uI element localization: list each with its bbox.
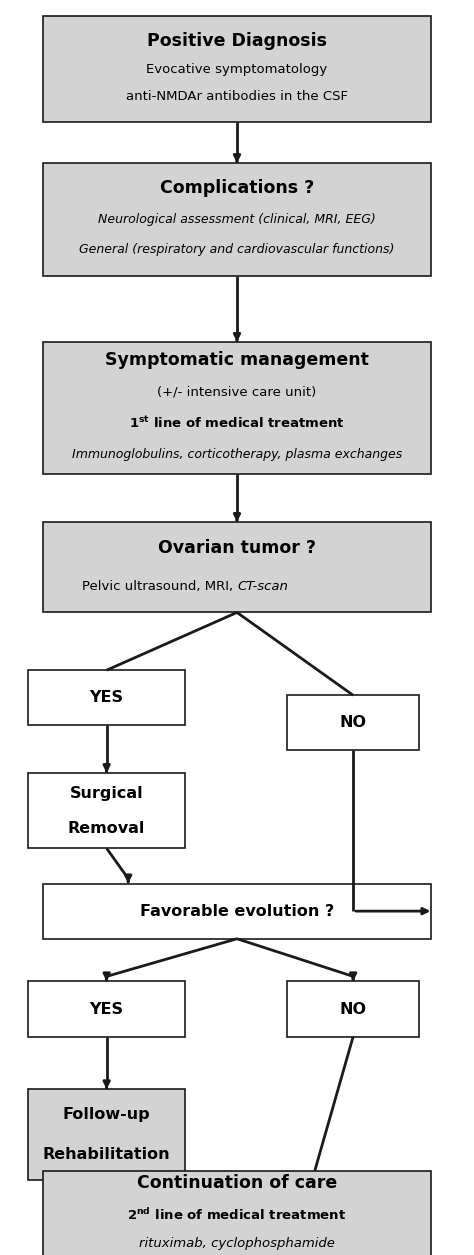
Text: Continuation of care: Continuation of care [137, 1175, 337, 1192]
Text: NO: NO [340, 715, 366, 730]
Text: Symptomatic management: Symptomatic management [105, 351, 369, 369]
Text: Follow-up: Follow-up [63, 1107, 150, 1122]
Text: CT-scan: CT-scan [237, 580, 288, 592]
Text: Pelvic ultrasound, MRI,: Pelvic ultrasound, MRI, [82, 580, 237, 592]
Text: Neurological assessment (clinical, MRI, EEG): Neurological assessment (clinical, MRI, … [98, 213, 376, 226]
Bar [43, 884, 431, 939]
Bar [43, 522, 431, 612]
Text: NO: NO [340, 1001, 366, 1017]
Text: Surgical: Surgical [70, 786, 144, 801]
Text: Ovarian tumor ?: Ovarian tumor ? [158, 540, 316, 557]
Text: Positive Diagnosis: Positive Diagnosis [147, 33, 327, 50]
Text: Rehabilitation: Rehabilitation [43, 1147, 171, 1162]
Bar [287, 695, 419, 750]
Bar [43, 15, 431, 122]
Text: Complications ?: Complications ? [160, 179, 314, 197]
Text: 2$^{\mathbf{nd}}$ line of medical treatment: 2$^{\mathbf{nd}}$ line of medical treatm… [128, 1207, 346, 1222]
Text: 1$^{\mathbf{st}}$ line of medical treatment: 1$^{\mathbf{st}}$ line of medical treatm… [129, 415, 345, 430]
Bar [28, 981, 185, 1037]
Bar [43, 341, 431, 473]
Bar [28, 670, 185, 725]
Text: Evocative symptomatology: Evocative symptomatology [146, 63, 328, 75]
Text: Immunoglobulins, corticotherapy, plasma exchanges: Immunoglobulins, corticotherapy, plasma … [72, 448, 402, 461]
Text: rituximab, cyclophosphamide: rituximab, cyclophosphamide [139, 1237, 335, 1250]
Text: anti-NMDAr antibodies in the CSF: anti-NMDAr antibodies in the CSF [126, 90, 348, 103]
Bar [28, 773, 185, 848]
Bar [287, 981, 419, 1037]
Text: YES: YES [90, 1001, 124, 1017]
Bar [43, 163, 431, 276]
Bar [28, 1089, 185, 1180]
Text: YES: YES [90, 690, 124, 705]
Text: General (respiratory and cardiovascular functions): General (respiratory and cardiovascular … [79, 243, 395, 256]
Text: (+/- intensive care unit): (+/- intensive care unit) [157, 385, 317, 398]
Bar [43, 1171, 431, 1255]
Text: Removal: Removal [68, 821, 146, 836]
Text: Favorable evolution ?: Favorable evolution ? [140, 904, 334, 919]
